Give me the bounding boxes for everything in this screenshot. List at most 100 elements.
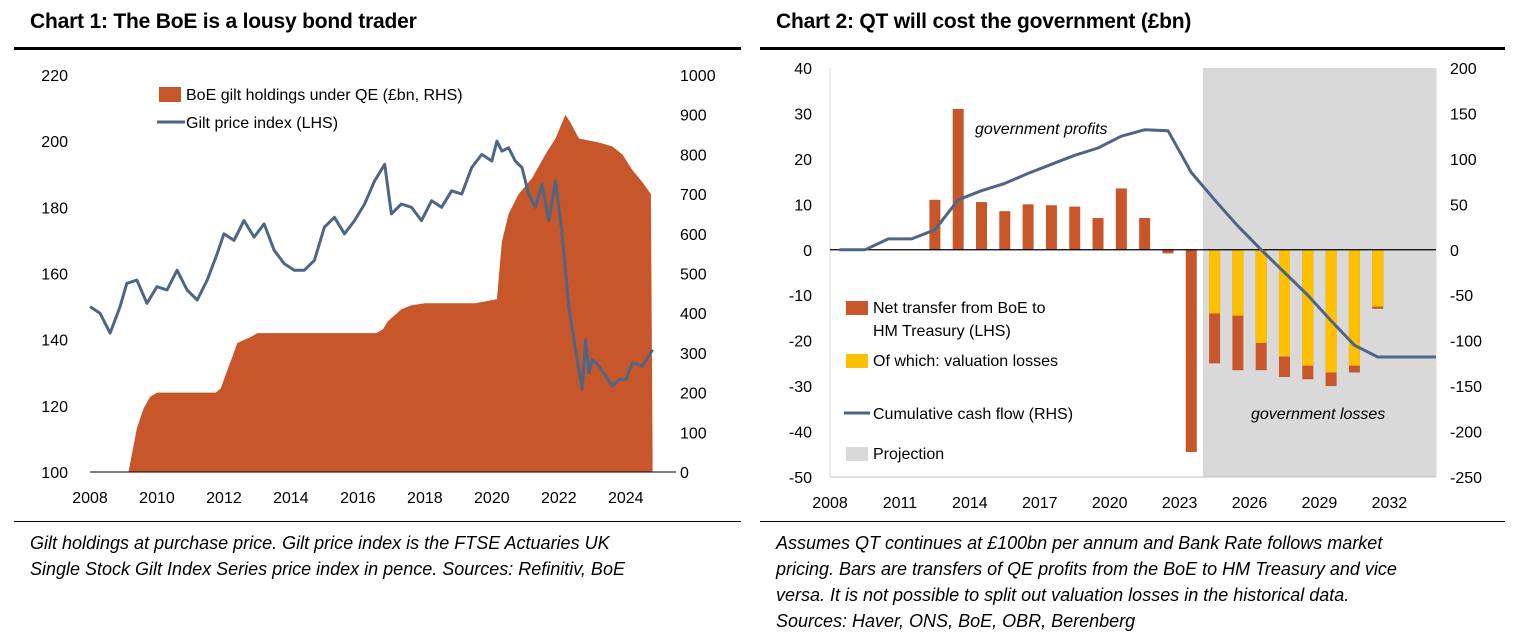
y-right-tick-label: 100 [680, 425, 707, 442]
chart-1-note: Gilt holdings at purchase price. Gilt pr… [30, 530, 741, 582]
net-transfer-bar [952, 108, 964, 250]
valuation-loss-bar [1302, 249, 1314, 366]
x-tick-label: 2020 [1092, 495, 1128, 512]
legend-label: HM Treasury (LHS) [873, 323, 1011, 340]
x-tick-label: 2023 [1162, 495, 1198, 512]
y-left-tick-label: 120 [41, 399, 68, 416]
x-tick-label: 2008 [72, 490, 108, 507]
x-tick-label: 2029 [1302, 495, 1338, 512]
gilt-price-line [89, 139, 654, 391]
note-line: Gilt holdings at purchase price. Gilt pr… [30, 533, 610, 553]
valuation-loss-bar [1279, 249, 1290, 357]
y-left-tick-label: 20 [794, 152, 812, 169]
y-right-tick-label: 200 [680, 386, 707, 403]
y-right-tick-label: 600 [680, 227, 707, 244]
net-transfer-bar [1022, 204, 1034, 250]
net-transfer-bar [999, 211, 1011, 250]
x-tick-label: 2017 [1022, 495, 1058, 512]
legend-swatch-bar [846, 301, 868, 315]
y-right-tick-label: 500 [680, 267, 707, 284]
chart-1-title: Chart 1: The BoE is a lousy bond trader [30, 10, 417, 33]
y-left-tick-label: 10 [794, 197, 812, 214]
note-line: Single Stock Gilt Index Series price ind… [30, 559, 625, 579]
y-left-tick-label: -10 [789, 288, 812, 305]
x-tick-label: 2022 [541, 490, 577, 507]
y-left-tick-label: 100 [41, 465, 68, 482]
legend-label: Cumulative cash flow (RHS) [873, 406, 1073, 423]
y-left-tick-label: 30 [794, 106, 812, 123]
y-right-tick-label: 400 [680, 306, 707, 323]
legend-label: Projection [873, 446, 944, 463]
y-left-tick-label: 0 [803, 243, 812, 260]
net-transfer-bar [1185, 249, 1197, 453]
y-left-tick-label: 200 [41, 134, 68, 151]
y-left-tick-label: -50 [789, 470, 812, 487]
valuation-loss-bar [1325, 249, 1337, 373]
y-right-tick-label: 700 [680, 187, 707, 204]
valuation-loss-bar [1372, 249, 1384, 307]
y-right-tick-label: 0 [680, 465, 689, 482]
note-line: Sources: Haver, ONS, BoE, OBR, Berenberg [776, 611, 1136, 631]
holdings-area [128, 114, 653, 472]
note-line: pricing. Bars are transfers of QE profit… [776, 559, 1397, 579]
x-tick-label: 2026 [1232, 495, 1268, 512]
y-right-tick-label: 800 [680, 147, 707, 164]
y-right-tick-label: 200 [1450, 61, 1477, 78]
legend-label: Gilt price index (LHS) [186, 115, 338, 132]
annotation-government-losses: government losses [1251, 406, 1385, 423]
y-left-tick-label: 40 [794, 61, 812, 78]
x-tick-label: 2032 [1372, 495, 1408, 512]
title-rule [760, 47, 1505, 50]
chart-2-plot: 403020100-10-20-30-40-50200150100500-50-… [789, 61, 1482, 512]
net-transfer-bar [976, 202, 987, 250]
net-transfer-bar [1092, 217, 1104, 250]
y-right-tick-label: -150 [1450, 379, 1482, 396]
y-left-tick-label: 160 [41, 267, 68, 284]
note-line: Assumes QT continues at £100bn per annum… [776, 533, 1383, 553]
legend-swatch-area [159, 87, 181, 102]
note-rule [14, 521, 741, 522]
chart-2-note: Assumes QT continues at £100bn per annum… [776, 530, 1505, 634]
x-tick-label: 2016 [340, 490, 376, 507]
chart-2-title: Chart 2: QT will cost the government (£b… [776, 10, 1192, 33]
legend-swatch-valuation [846, 354, 868, 368]
legend-label: BoE gilt holdings under QE (£bn, RHS) [186, 87, 463, 104]
y-right-tick-label: 100 [1450, 152, 1477, 169]
title-rule [14, 47, 741, 50]
net-transfer-bar [1045, 205, 1057, 250]
y-left-tick-label: -40 [789, 425, 812, 442]
annotation-government-profits: government profits [975, 121, 1108, 138]
y-right-tick-label: 900 [680, 108, 707, 125]
y-left-tick-label: 180 [41, 200, 68, 217]
x-tick-label: 2020 [474, 490, 510, 507]
x-tick-label: 2018 [407, 490, 443, 507]
net-transfer-bar [1115, 188, 1127, 250]
x-tick-label: 2024 [608, 490, 644, 507]
x-tick-label: 2014 [273, 490, 309, 507]
net-transfer-bar [1069, 206, 1081, 250]
x-tick-label: 2012 [206, 490, 242, 507]
x-tick-label: 2008 [812, 495, 848, 512]
x-tick-label: 2014 [952, 495, 988, 512]
y-right-tick-label: -250 [1450, 470, 1482, 487]
cumulative-cash-flow-line [839, 128, 1436, 359]
y-right-tick-label: -100 [1450, 334, 1482, 351]
x-tick-label: 2011 [883, 495, 918, 512]
y-left-tick-label: 140 [41, 333, 68, 350]
y-right-tick-label: -50 [1450, 288, 1473, 305]
valuation-loss-bar [1255, 249, 1267, 343]
y-right-tick-label: 150 [1450, 106, 1477, 123]
y-right-tick-label: 0 [1450, 243, 1459, 260]
net-transfer-bar [1162, 249, 1174, 254]
chart-1-plot: 100 120 140 160 180 200 220 0 100 200 300 400 500 600… [41, 68, 716, 507]
valuation-loss-bar [1209, 249, 1221, 314]
note-line: versa. It is not possible to split out v… [776, 585, 1350, 605]
valuation-loss-bar [1232, 249, 1244, 316]
note-rule [760, 521, 1505, 522]
y-right-tick-label: 1000 [680, 68, 716, 85]
y-left-tick-label: -30 [789, 379, 812, 396]
y-right-tick-label: -200 [1450, 425, 1482, 442]
net-transfer-bar [1139, 217, 1151, 250]
legend-label: Of which: valuation losses [873, 353, 1058, 370]
y-left-tick-label: 220 [41, 68, 68, 85]
